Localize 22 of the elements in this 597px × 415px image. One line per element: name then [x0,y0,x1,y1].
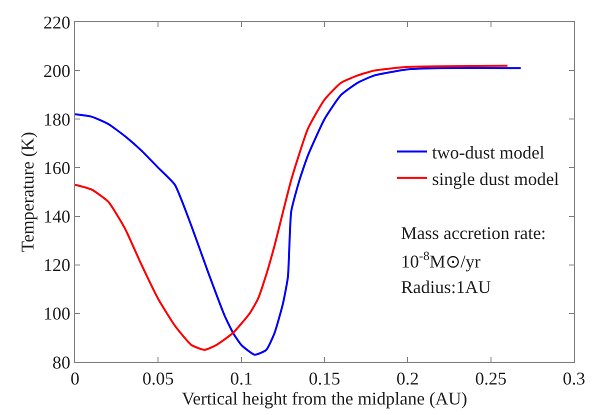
x-axis-title: Vertical height from the midplane (AU) [182,388,468,409]
y-tick-label: 100 [43,304,70,324]
annotation: Radius:1AU [401,277,491,297]
x-tick-label: 0.15 [308,368,340,389]
y-tick-label: 180 [43,109,70,130]
legend-label: single dust model [432,168,560,189]
y-tick-label: 80 [52,352,70,372]
y-tick-label: 120 [43,255,70,276]
x-tick-label: 0.3 [562,368,586,389]
x-tick-label: 0.1 [230,368,253,389]
x-tick-label: 0.05 [142,368,174,389]
y-axis-title: Temperature (K) [18,132,38,252]
y-tick-label: 220 [43,12,70,32]
y-tick-label: 200 [43,60,70,81]
x-tick-label: 0.2 [396,368,419,389]
x-tick-label: 0.25 [475,368,507,389]
annotation: 10$^{-8}$M⊙/yr [401,249,481,272]
annotation: Mass accretion rate: [401,223,546,243]
x-tick-label: 0 [70,368,80,389]
y-tick-label: 140 [43,206,70,227]
y-tick-label: 160 [43,158,70,178]
legend-label: two-dust model [432,142,545,163]
